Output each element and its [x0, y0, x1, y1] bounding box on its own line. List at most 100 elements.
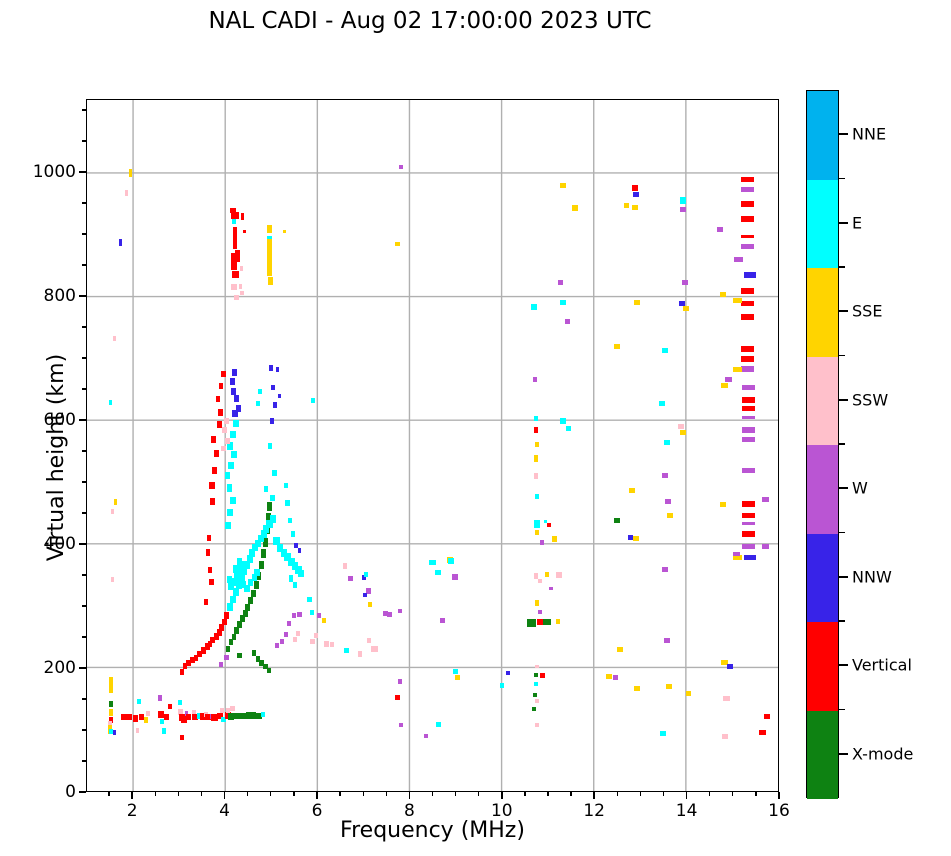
- x-tick-label: 6: [311, 801, 323, 821]
- data-point: [209, 579, 214, 586]
- data-point: [263, 663, 268, 670]
- data-point: [227, 442, 233, 450]
- x-minor-tick: [732, 792, 734, 796]
- data-point: [685, 691, 692, 697]
- data-point: [108, 708, 114, 717]
- data-point: [272, 402, 277, 408]
- data-point: [763, 713, 771, 719]
- data-point: [232, 409, 238, 418]
- data-point: [136, 727, 140, 733]
- data-point: [533, 454, 539, 462]
- y-minor-tick: [82, 326, 86, 328]
- colorbar-segment-x-mode: [807, 710, 838, 799]
- data-point: [163, 714, 169, 721]
- data-point: [533, 573, 539, 579]
- data-point: [679, 300, 685, 306]
- y-minor-tick: [82, 760, 86, 762]
- data-point: [555, 571, 563, 578]
- data-point: [526, 618, 536, 628]
- data-point: [540, 672, 545, 678]
- data-point: [196, 713, 202, 719]
- x-minor-tick: [570, 792, 572, 796]
- data-point: [448, 558, 455, 564]
- data-point: [242, 609, 248, 617]
- data-point: [543, 519, 548, 524]
- data-point: [546, 523, 552, 528]
- data-point: [191, 709, 197, 716]
- data-point: [543, 619, 552, 625]
- data-point: [249, 548, 256, 557]
- data-point: [269, 515, 276, 524]
- x-tick-mark: [685, 792, 688, 799]
- data-point: [254, 539, 261, 547]
- colorbar-tick: [839, 398, 848, 401]
- data-point: [499, 682, 505, 688]
- x-minor-tick: [431, 792, 434, 796]
- data-point: [257, 388, 262, 394]
- data-point: [207, 640, 213, 647]
- y-minor-tick: [82, 450, 86, 452]
- data-point: [263, 525, 270, 533]
- data-point: [742, 397, 755, 403]
- data-point: [221, 716, 226, 722]
- data-point: [556, 618, 561, 624]
- data-point: [251, 650, 257, 656]
- x-minor-tick: [362, 792, 364, 796]
- y-minor-tick: [82, 605, 86, 607]
- data-point: [661, 347, 668, 353]
- data-point: [218, 383, 224, 390]
- data-point: [120, 714, 126, 721]
- y-minor-tick: [82, 636, 86, 638]
- data-point: [275, 643, 280, 648]
- data-point: [231, 633, 237, 640]
- data-point: [537, 619, 545, 625]
- y-tick-mark: [79, 295, 86, 297]
- data-point: [549, 586, 553, 591]
- data-point: [288, 557, 295, 566]
- data-point: [235, 580, 242, 590]
- data-point: [680, 429, 686, 435]
- x-tick-mark: [316, 792, 318, 799]
- data-point: [280, 548, 288, 557]
- data-point: [454, 675, 461, 681]
- data-point: [741, 201, 755, 207]
- data-point: [451, 574, 458, 581]
- data-point: [291, 562, 299, 571]
- data-point: [679, 197, 687, 204]
- data-point: [435, 569, 441, 575]
- data-point: [225, 645, 231, 652]
- x-minor-tick: [270, 792, 272, 796]
- data-point: [216, 629, 222, 636]
- data-point: [226, 484, 232, 492]
- data-point: [741, 346, 755, 352]
- data-point: [222, 618, 228, 626]
- data-point: [182, 662, 188, 669]
- data-point: [225, 707, 231, 713]
- data-point: [237, 561, 245, 572]
- data-point: [721, 733, 728, 739]
- data-point: [229, 207, 237, 213]
- data-point: [291, 531, 296, 537]
- data-point: [617, 646, 624, 652]
- data-point: [742, 501, 755, 507]
- data-point: [210, 498, 216, 506]
- data-point: [533, 693, 538, 697]
- data-point: [235, 250, 241, 263]
- y-minor-tick: [82, 698, 86, 700]
- data-point: [223, 418, 230, 425]
- data-point: [533, 427, 539, 433]
- data-point: [297, 612, 302, 617]
- data-point: [291, 613, 297, 619]
- data-point: [552, 536, 557, 542]
- y-tick-label: 600: [43, 410, 76, 431]
- data-point: [210, 636, 216, 644]
- data-point: [224, 471, 231, 480]
- data-point: [288, 575, 294, 582]
- y-minor-tick: [82, 140, 86, 142]
- colorbar-boundary-tick: [839, 620, 845, 622]
- data-point: [108, 399, 112, 406]
- x-tick-label: 4: [219, 801, 231, 821]
- data-point: [742, 427, 755, 433]
- data-point: [533, 376, 538, 382]
- data-point: [631, 185, 638, 191]
